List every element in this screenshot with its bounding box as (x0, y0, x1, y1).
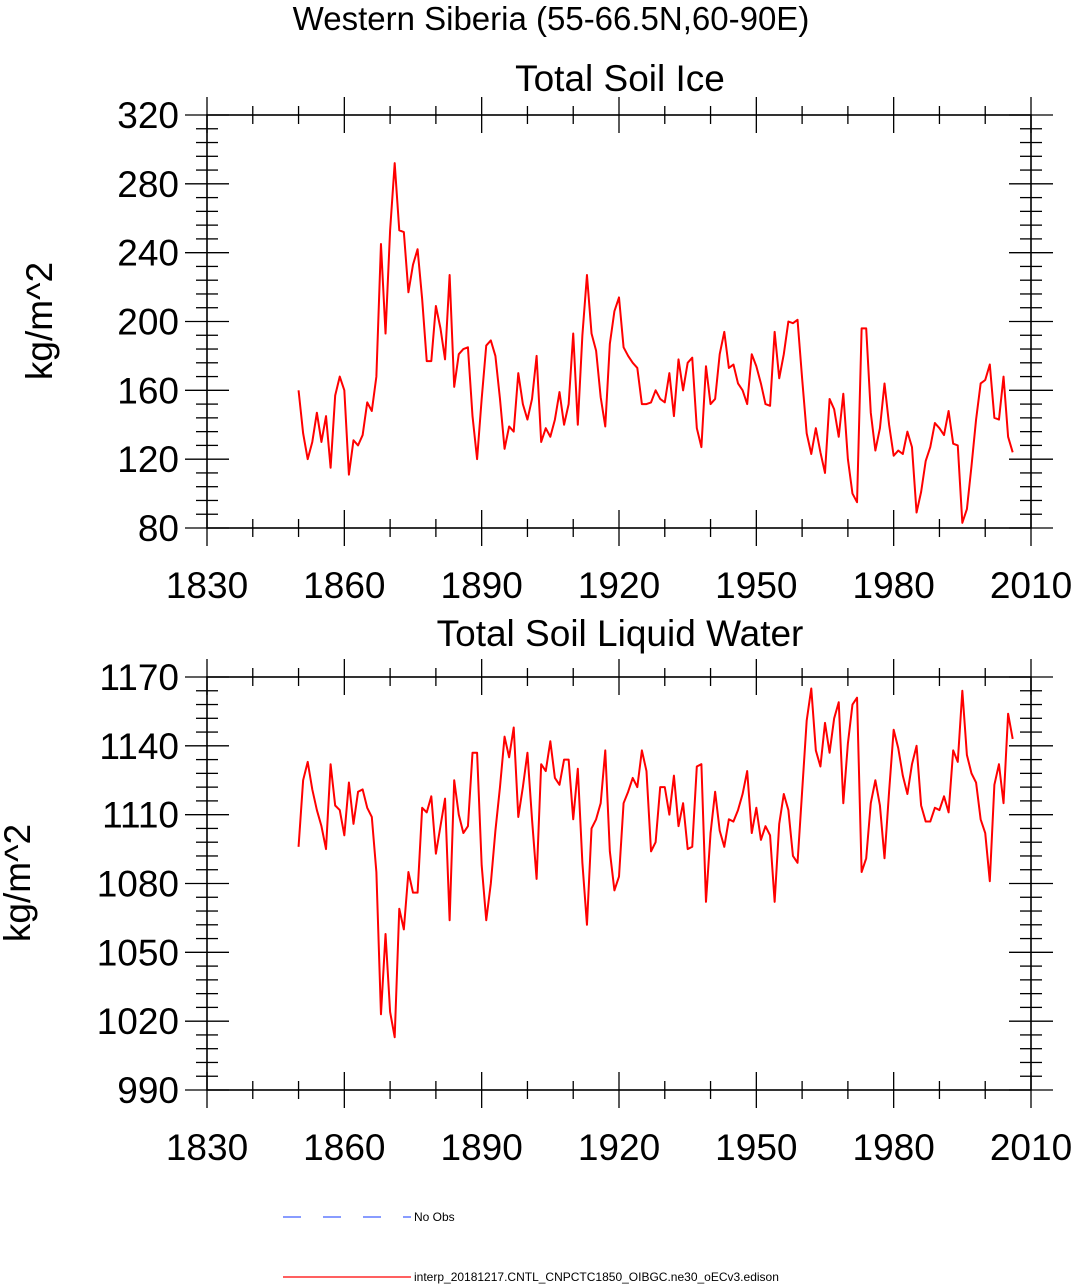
x-tick-label: 1830 (166, 1127, 248, 1168)
x-tick-label: 2010 (990, 1127, 1072, 1168)
axes-frame: 1830 1860 1890 1920 1950 1980 2010 990 1020 1050 1… (97, 657, 1072, 1168)
y-tick-label: 160 (117, 370, 179, 411)
x-tick-label: 1830 (166, 565, 248, 606)
y-tick-label: 1050 (97, 932, 179, 973)
y-tick-label: 80 (138, 508, 179, 549)
y-tick-label: 280 (117, 164, 179, 205)
legend: No Obs interp_20181217.CNTL_CNPCTC1850_O… (283, 1210, 779, 1284)
x-tick-label: 2010 (990, 565, 1072, 606)
y-tick-label: 200 (117, 302, 179, 343)
y-tick-label: 240 (117, 233, 179, 274)
chart-total-soil-ice: Total Soil Ice kg/m^2 1830 1860 1890 1920 19… (19, 58, 1072, 606)
x-tick-label: 1980 (853, 565, 935, 606)
y-tick-label: 990 (117, 1070, 179, 1111)
y-tick-label: 120 (117, 439, 179, 480)
chart-total-soil-liquid-water: Total Soil Liquid Water kg/m^2 1830 1860 1… (0, 613, 1072, 1168)
chart-title: Total Soil Ice (515, 58, 725, 99)
series-layer (297, 687, 1014, 1039)
y-axis-label: kg/m^2 (0, 824, 38, 942)
x-tick-label: 1950 (715, 1127, 797, 1168)
chart-title: Total Soil Liquid Water (437, 613, 804, 654)
legend-label-model: interp_20181217.CNTL_CNPCTC1850_OIBGC.ne… (414, 1270, 779, 1284)
y-tick-label: 1140 (99, 726, 179, 767)
figure-suptitle: Western Siberia (55-66.5N,60-90E) (293, 0, 810, 37)
plot-frame (206, 676, 1032, 1091)
y-tick-label: 320 (117, 95, 179, 136)
y-tick-label: 1170 (99, 657, 179, 698)
x-tick-label: 1920 (578, 1127, 660, 1168)
x-tick-label: 1920 (578, 565, 660, 606)
y-tick-label: 1110 (102, 795, 179, 836)
series-layer (297, 162, 1014, 524)
series-line (297, 687, 1014, 1039)
axes-frame: 1830 1860 1890 1920 1950 1980 2010 80 120 160 200 2… (117, 95, 1072, 606)
legend-label-no-obs: No Obs (414, 1210, 455, 1224)
x-tick-label: 1890 (441, 1127, 523, 1168)
x-tick-label: 1860 (303, 565, 385, 606)
y-tick-label: 1080 (97, 864, 179, 905)
y-axis-label: kg/m^2 (19, 262, 60, 380)
x-tick-label: 1980 (853, 1127, 935, 1168)
series-line (297, 162, 1014, 524)
y-tick-label: 1020 (97, 1001, 179, 1042)
x-tick-label: 1890 (441, 565, 523, 606)
x-tick-label: 1950 (715, 565, 797, 606)
x-tick-label: 1860 (303, 1127, 385, 1168)
